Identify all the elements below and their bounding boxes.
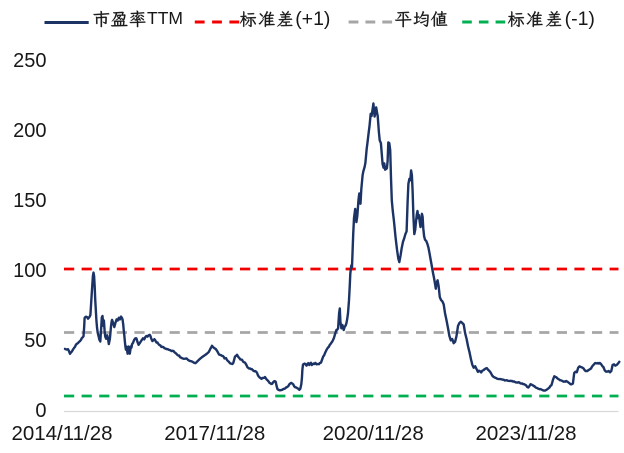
svg-text:0: 0	[35, 400, 46, 422]
svg-text:2023/11/28: 2023/11/28	[475, 422, 576, 445]
svg-text:(+1): (+1)	[295, 8, 330, 30]
svg-text:2020/11/28: 2020/11/28	[323, 422, 424, 445]
svg-text:2014/11/28: 2014/11/28	[11, 422, 112, 445]
svg-text:200: 200	[13, 120, 46, 142]
svg-text:50: 50	[24, 330, 46, 352]
svg-text:2017/11/28: 2017/11/28	[164, 422, 265, 445]
svg-text:(-1): (-1)	[565, 8, 595, 30]
svg-text:250: 250	[13, 50, 46, 72]
svg-text:TTM: TTM	[147, 8, 183, 28]
svg-text:150: 150	[13, 190, 46, 212]
svg-text:100: 100	[13, 260, 46, 282]
